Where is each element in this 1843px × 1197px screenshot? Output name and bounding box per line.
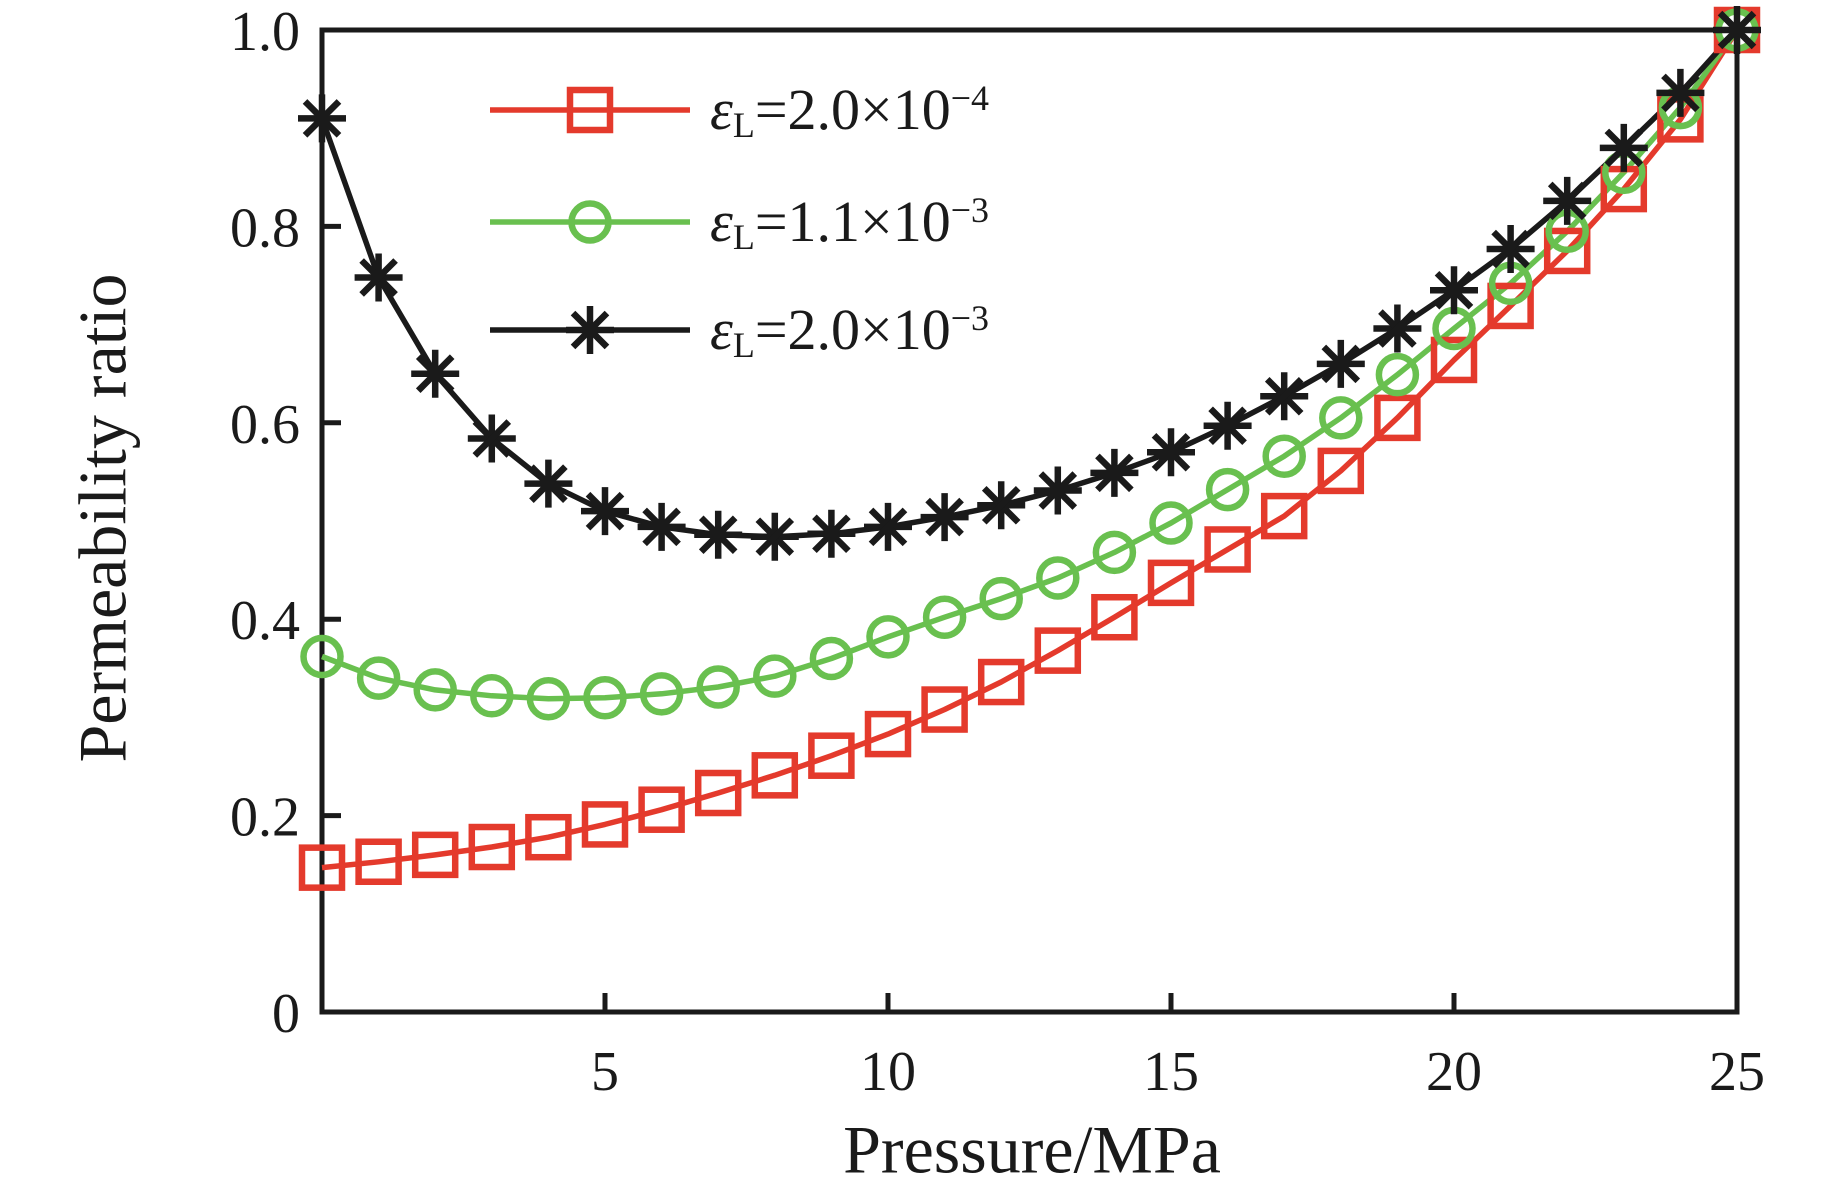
series-1-marker (979, 576, 1023, 621)
series-0-marker (1091, 593, 1138, 641)
series-0-marker (355, 838, 402, 886)
series-1-marker (1205, 467, 1250, 512)
series-2-marker (925, 497, 964, 537)
series-2-marker (1321, 344, 1361, 384)
series-1-marker (1092, 530, 1137, 575)
legend-circle-icon (568, 200, 612, 244)
legend-item-2: εL=2.0×10−3 (488, 295, 989, 365)
series-0-marker (1543, 227, 1591, 275)
series-0-marker (864, 710, 912, 758)
series-2-marker (529, 464, 568, 503)
series-1-marker (639, 672, 684, 716)
x-tick-label: 10 (860, 1041, 916, 1103)
series-1-marker (413, 668, 457, 712)
x-axis-title: Pressure/MPa (843, 1111, 1221, 1188)
series-1-marker (696, 665, 740, 709)
series-1-marker (1036, 556, 1080, 600)
series-2-marker (1547, 181, 1587, 221)
y-tick-label: 1.0 (230, 1, 300, 63)
legend-swatch-asterisk (490, 306, 690, 354)
y-tick-label: 0.6 (230, 394, 300, 456)
legend-asterisk-icon (570, 310, 610, 350)
series-2-marker (642, 507, 681, 547)
series-line-0 (321, 28, 1740, 871)
series-2-marker (1491, 229, 1530, 269)
series-2-marker (1604, 128, 1644, 168)
series-2-marker (1095, 453, 1134, 493)
series-0-marker (921, 686, 968, 733)
series-2-marker (868, 507, 908, 547)
series-0-marker (468, 823, 516, 871)
series-0-marker (1317, 447, 1365, 495)
series-0-marker (581, 801, 629, 848)
x-tick-label: 5 (591, 1041, 619, 1103)
series-0-marker (1374, 394, 1421, 442)
x-tick-label: 15 (1143, 1041, 1199, 1103)
series-1-marker (526, 676, 571, 721)
series-1-marker (753, 654, 797, 698)
legend-swatch-square (490, 86, 690, 134)
series-1-marker (583, 676, 627, 720)
axes-box (319, 27, 1740, 1015)
series-0-marker (808, 732, 855, 779)
series-1-marker (1375, 352, 1420, 397)
series-0-marker (1147, 559, 1195, 607)
series-2-marker (1378, 309, 1417, 348)
series-2-marker (1208, 406, 1247, 446)
series-2-marker (1434, 270, 1474, 310)
legend-swatch-circle (490, 200, 690, 244)
series-0-marker (694, 769, 742, 817)
series-1-marker (1262, 434, 1306, 478)
series-2-marker (585, 491, 625, 531)
series-0-marker (1034, 627, 1082, 674)
x-tick-label: 25 (1709, 1041, 1765, 1103)
series-0-marker (411, 831, 459, 879)
series-0-marker (977, 658, 1025, 706)
series-2-marker (302, 99, 342, 138)
series-2-marker (1717, 10, 1757, 50)
legend-label-2: εL=2.0×10−3 (710, 297, 990, 365)
series-1-marker (922, 595, 967, 639)
series-1-marker (809, 636, 854, 681)
series-1-marker (1149, 501, 1193, 545)
series-0-marker (1487, 282, 1534, 330)
series-2-marker (415, 354, 455, 393)
series-1-marker (300, 634, 344, 679)
series-2-marker (1264, 377, 1304, 416)
series-1-marker (1319, 396, 1363, 440)
legend-item-1: εL=1.1×10−3 (488, 187, 989, 257)
series-1-marker (470, 674, 514, 718)
series-0-marker (525, 813, 572, 861)
series-1-marker (866, 615, 910, 659)
series-2-marker (1151, 432, 1191, 472)
series-0-marker (298, 844, 346, 891)
series-2-marker (1661, 73, 1700, 113)
series-0-marker (751, 752, 799, 799)
series-0-marker (1260, 492, 1308, 540)
series-line-1 (321, 28, 1740, 702)
series-2-marker (472, 419, 512, 458)
y-axis-title: Permeability ratio (64, 273, 141, 763)
series-0-marker (1430, 336, 1478, 384)
series-0-marker (1204, 526, 1251, 573)
y-tick-label: 0.8 (230, 197, 300, 259)
legend-label-0: εL=2.0×10−4 (710, 77, 990, 145)
series-2-marker (981, 486, 1021, 525)
series-2-marker (755, 517, 795, 556)
series-2-marker (359, 258, 398, 297)
series-2-marker (698, 515, 738, 555)
legend-square-icon (566, 86, 614, 134)
x-tick-label: 20 (1426, 1041, 1482, 1103)
legend-label-1: εL=1.1×10−3 (710, 189, 990, 257)
y-tick-label: 0 (272, 983, 300, 1045)
series-2-marker (812, 514, 851, 554)
series-2-marker (1038, 471, 1078, 510)
series-1-marker (356, 656, 401, 700)
legend-item-0: εL=2.0×10−4 (488, 75, 989, 145)
series-0-marker (638, 786, 685, 833)
y-tick-label: 0.2 (230, 787, 300, 849)
y-tick-label: 0.4 (230, 590, 300, 652)
